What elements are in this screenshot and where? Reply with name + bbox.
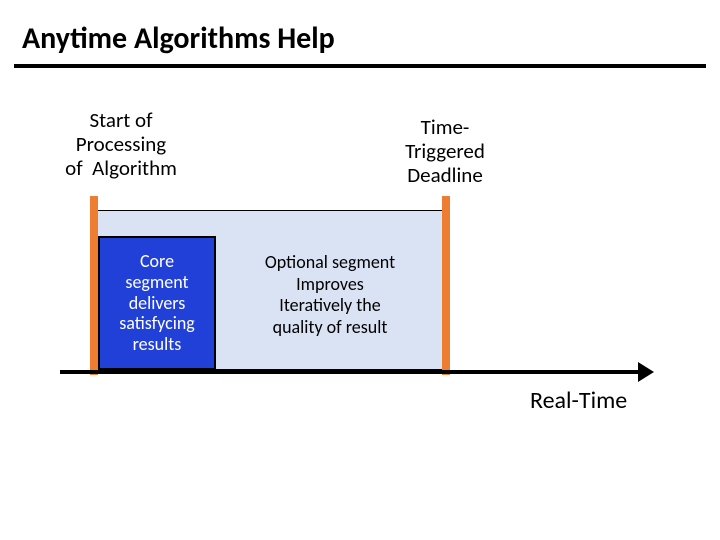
slide-title: Anytime Algorithms Help	[22, 20, 335, 57]
start-marker	[90, 196, 98, 375]
time-axis-label: Real-Time	[530, 386, 627, 415]
optional-segment-text: Optional segmentImprovesIteratively theq…	[225, 252, 435, 338]
deadline-marker	[442, 196, 450, 375]
slide: Anytime Algorithms Help Start ofProcessi…	[0, 0, 720, 540]
start-label: Start ofProcessingof Algorithm	[36, 108, 206, 180]
time-axis	[60, 370, 640, 374]
time-axis-arrow-icon	[638, 362, 654, 382]
title-underline	[14, 64, 706, 68]
core-segment-box: Coresegmentdeliverssatisfycingresults	[98, 236, 216, 370]
deadline-label: Time-TriggeredDeadline	[360, 115, 530, 187]
